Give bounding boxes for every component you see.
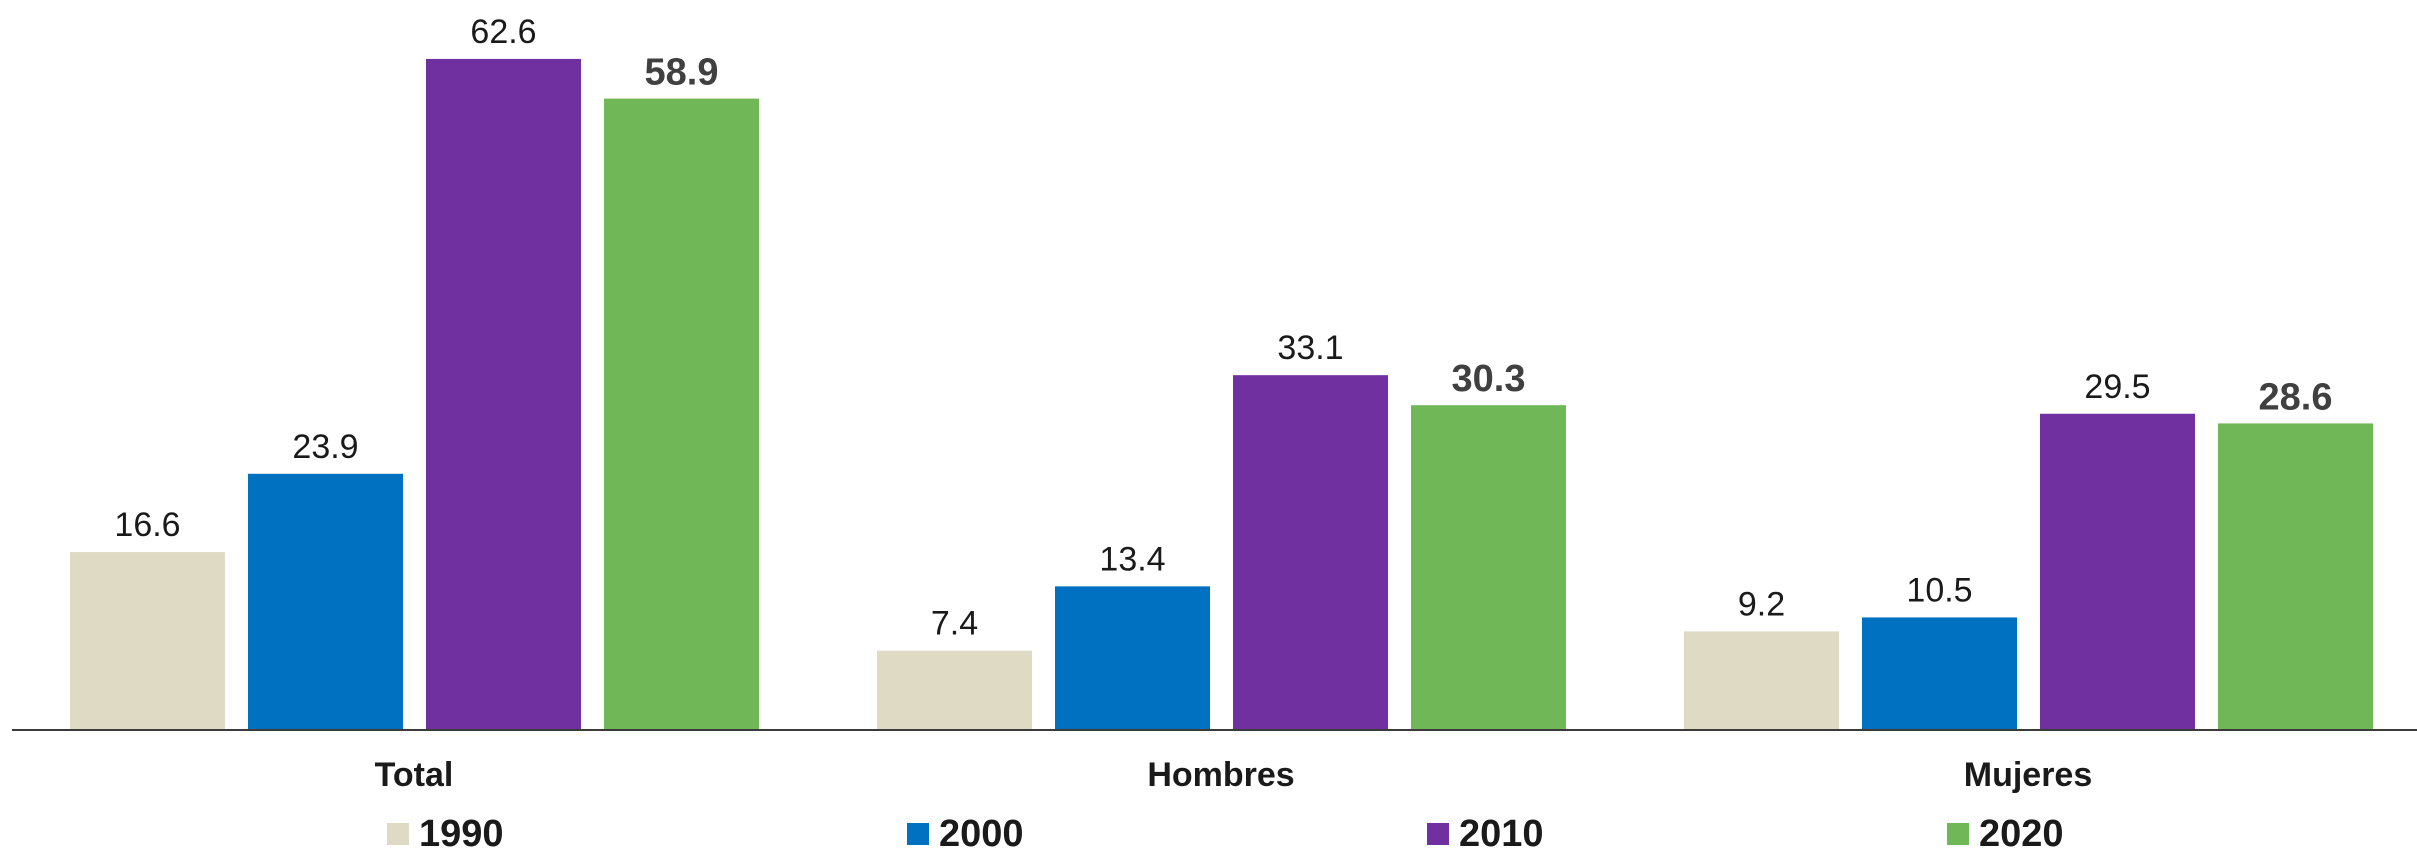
bar-mujeres-1990 xyxy=(1684,631,1839,730)
category-labels-layer: Total Hombres Mujeres xyxy=(375,756,2093,794)
data-label-hombres-2020: 30.3 xyxy=(1452,358,1526,400)
legend-label-2010: 2010 xyxy=(1459,813,1544,852)
bar-hombres-2000 xyxy=(1055,586,1210,730)
value-labels-layer: 16.6 23.9 62.6 58.9 7.4 13.4 33.1 30.3 9.2 10.5 29… xyxy=(114,13,2332,643)
legend: 1990 2000 2010 2020 xyxy=(387,813,2064,855)
bar-total-1990 xyxy=(70,552,225,730)
legend-label-2000: 2000 xyxy=(939,813,1024,852)
legend-item-2020: 2020 xyxy=(1947,813,2064,855)
data-label-hombres-1990: 7.4 xyxy=(931,605,978,643)
bar-hombres-2020 xyxy=(1411,405,1566,730)
bars-layer xyxy=(70,58,2373,731)
data-label-mujeres-2010: 29.5 xyxy=(2084,368,2150,406)
data-label-total-2020: 58.9 xyxy=(645,52,719,94)
legend-item-2010: 2010 xyxy=(1427,813,1544,855)
category-label-mujeres: Mujeres xyxy=(1964,756,2093,794)
legend-swatch-2000 xyxy=(907,823,929,845)
data-label-total-2010: 62.6 xyxy=(470,13,536,51)
data-label-total-1990: 16.6 xyxy=(114,506,180,544)
data-label-hombres-2000: 13.4 xyxy=(1099,540,1165,578)
legend-item-1990: 1990 xyxy=(387,813,504,855)
category-label-total: Total xyxy=(375,756,454,794)
legend-label-1990: 1990 xyxy=(419,813,504,852)
bar-total-2010 xyxy=(426,58,581,731)
data-label-total-2000: 23.9 xyxy=(292,428,358,466)
bar-mujeres-2020 xyxy=(2218,423,2373,730)
data-label-hombres-2010: 33.1 xyxy=(1277,329,1343,367)
bar-total-2020 xyxy=(604,98,759,731)
category-label-hombres: Hombres xyxy=(1147,756,1294,794)
bar-hombres-2010 xyxy=(1233,375,1388,730)
legend-item-2000: 2000 xyxy=(907,813,1024,855)
legend-label-2020: 2020 xyxy=(1979,813,2064,852)
data-label-mujeres-2000: 10.5 xyxy=(1906,571,1972,609)
bar-hombres-1990 xyxy=(877,650,1032,730)
bar-mujeres-2000 xyxy=(1862,617,2017,730)
legend-swatch-2020 xyxy=(1947,823,1969,845)
legend-swatch-2010 xyxy=(1427,823,1449,845)
data-label-mujeres-1990: 9.2 xyxy=(1738,585,1785,623)
bar-total-2000 xyxy=(248,473,403,730)
bar-mujeres-2010 xyxy=(2040,413,2195,730)
data-label-mujeres-2020: 28.6 xyxy=(2259,376,2333,418)
legend-swatch-1990 xyxy=(387,823,409,845)
